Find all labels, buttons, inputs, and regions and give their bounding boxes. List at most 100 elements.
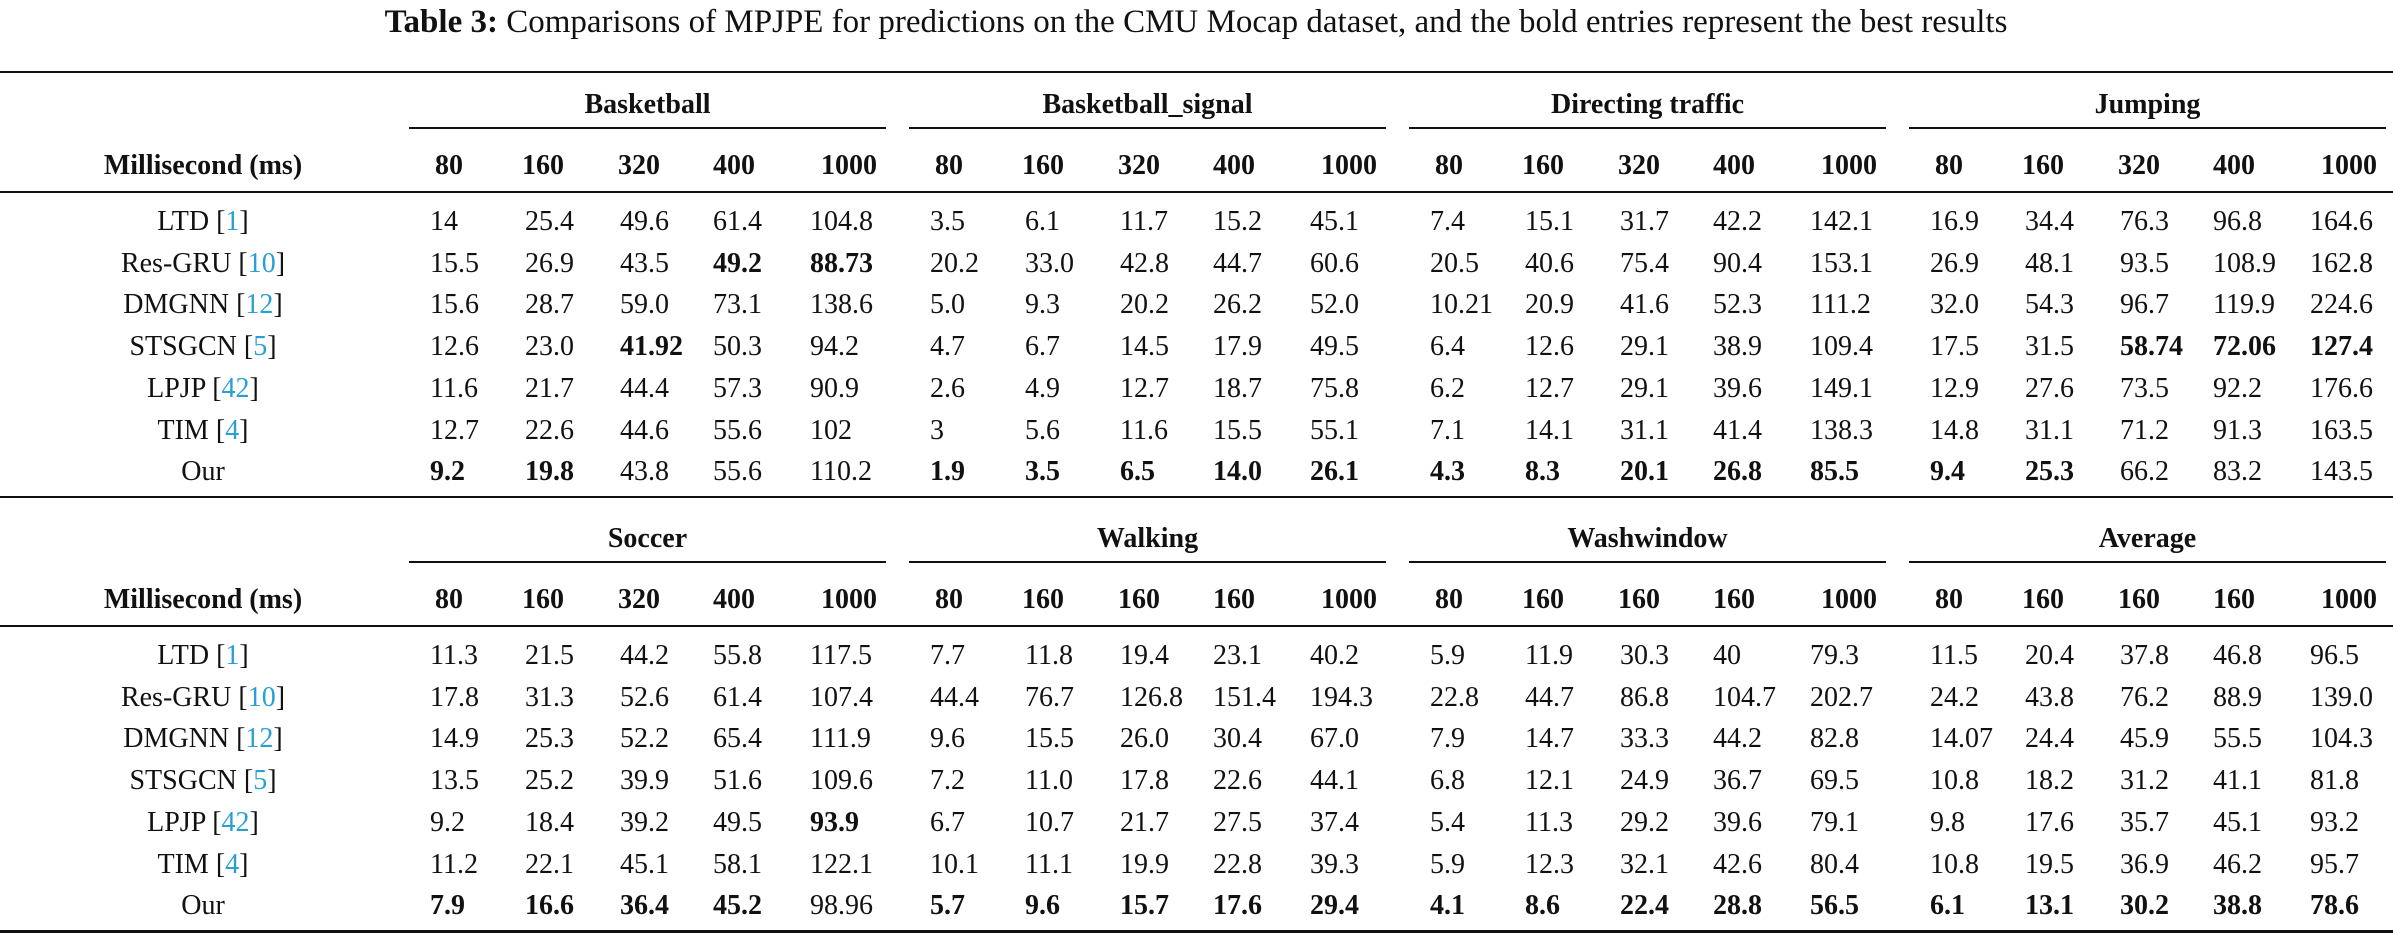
cell: 20.2 <box>930 247 979 279</box>
cell: 3.5 <box>930 206 965 237</box>
method: LPJP <box>147 372 206 404</box>
cell: 66.2 <box>2120 456 2169 488</box>
cell: 9.4 <box>1930 456 1965 488</box>
column-header: 320 <box>2118 150 2160 181</box>
cell: 9.8 <box>1930 806 1965 838</box>
cell: 163.5 <box>2310 414 2373 446</box>
cell: 76.2 <box>2120 681 2169 713</box>
cell: 33.3 <box>1620 723 1669 755</box>
column-header: 160 <box>1522 584 1564 615</box>
cell: 11.8 <box>1025 640 1073 671</box>
method-name: Our <box>181 455 225 489</box>
cell: 45.1 <box>2213 806 2262 838</box>
column-header: 1000 <box>821 150 877 181</box>
cell: 4.1 <box>1430 890 1465 922</box>
cell: 26.0 <box>1120 723 1169 755</box>
cell: 104.3 <box>2310 723 2373 755</box>
cell: 95.7 <box>2310 848 2359 880</box>
rule <box>1909 127 2386 129</box>
method: Our <box>181 890 225 922</box>
cell: 37.4 <box>1310 806 1359 838</box>
citation: 42 <box>221 372 250 404</box>
column-header: 320 <box>1118 150 1160 181</box>
cell: 14.0 <box>1213 456 1262 488</box>
cell: 111.2 <box>1810 289 1871 321</box>
cell: 81.8 <box>2310 765 2359 797</box>
cell: 20.5 <box>1430 247 1479 279</box>
cell: 54.3 <box>2025 289 2074 321</box>
method: STSGCN <box>129 765 237 797</box>
cell: 162.8 <box>2310 247 2373 279</box>
bracket: ] <box>275 681 286 713</box>
cell: 71.2 <box>2120 414 2169 446</box>
cell: 73.1 <box>713 289 762 321</box>
column-header: 160 <box>1713 584 1755 615</box>
cell: 79.3 <box>1810 640 1859 671</box>
method-name: Our <box>181 889 225 923</box>
cell: 7.1 <box>1430 414 1465 446</box>
cell: 15.5 <box>1025 723 1074 755</box>
cell: 49.5 <box>713 806 762 838</box>
cell: 59.0 <box>620 289 669 321</box>
cell: 18.7 <box>1213 372 1262 404</box>
cell: 52.0 <box>1310 289 1359 321</box>
cell: 83.2 <box>2213 456 2262 488</box>
column-header: 160 <box>522 150 564 181</box>
cell: 122.1 <box>810 848 873 880</box>
cell: 34.4 <box>2025 206 2074 237</box>
cell: 11.6 <box>430 372 478 404</box>
column-header: 80 <box>1435 150 1463 181</box>
cell: 21.7 <box>1120 806 1169 838</box>
row-header: Millisecond (ms) <box>103 150 303 181</box>
cell: 94.2 <box>810 331 859 363</box>
bracket: [ <box>212 372 222 404</box>
cell: 65.4 <box>713 723 762 755</box>
cell: 2.6 <box>930 372 965 404</box>
method: TIM <box>157 848 209 880</box>
cell: 51.6 <box>713 765 762 797</box>
cell: 9.2 <box>430 456 465 488</box>
cell: 6.1 <box>1930 890 1965 922</box>
group-header: Directing traffic <box>1550 89 1745 120</box>
cell: 19.9 <box>1120 848 1169 880</box>
column-header: 1000 <box>2321 584 2377 615</box>
cell: 36.7 <box>1713 765 1762 797</box>
cell: 126.8 <box>1120 681 1183 713</box>
cell: 12.7 <box>430 414 479 446</box>
cell: 40 <box>1713 640 1741 671</box>
cell: 7.2 <box>930 765 965 797</box>
cell: 6.8 <box>1430 765 1465 797</box>
cell: 44.2 <box>1713 723 1762 755</box>
cell: 32.1 <box>1620 848 1669 880</box>
cell: 20.2 <box>1120 289 1169 321</box>
cell: 9.6 <box>930 723 965 755</box>
cell: 39.3 <box>1310 848 1359 880</box>
cell: 3 <box>930 414 944 446</box>
cell: 46.2 <box>2213 848 2262 880</box>
cell: 37.8 <box>2120 640 2169 671</box>
cell: 11.7 <box>1120 206 1168 237</box>
column-header: 1000 <box>821 584 877 615</box>
method: Our <box>181 456 225 488</box>
cell: 49.6 <box>620 206 669 237</box>
column-header: 80 <box>1435 584 1463 615</box>
cell: 151.4 <box>1213 681 1276 713</box>
cell: 57.3 <box>713 372 762 404</box>
cell: 55.6 <box>713 456 762 488</box>
column-header: 160 <box>2022 150 2064 181</box>
citation: 10 <box>247 247 276 279</box>
cell: 7.7 <box>930 640 965 671</box>
cell: 14.8 <box>1930 414 1979 446</box>
cell: 96.7 <box>2120 289 2169 321</box>
cell: 17.8 <box>1120 765 1169 797</box>
cell: 13.1 <box>2025 890 2074 922</box>
column-header: 160 <box>2022 584 2064 615</box>
method-name: LTD [1] <box>157 205 249 239</box>
cell: 12.3 <box>1525 848 1574 880</box>
cell: 96.8 <box>2213 206 2262 237</box>
cell: 224.6 <box>2310 289 2373 321</box>
cell: 12.7 <box>1120 372 1169 404</box>
cell: 17.5 <box>1930 331 1979 363</box>
rule <box>0 625 2393 627</box>
